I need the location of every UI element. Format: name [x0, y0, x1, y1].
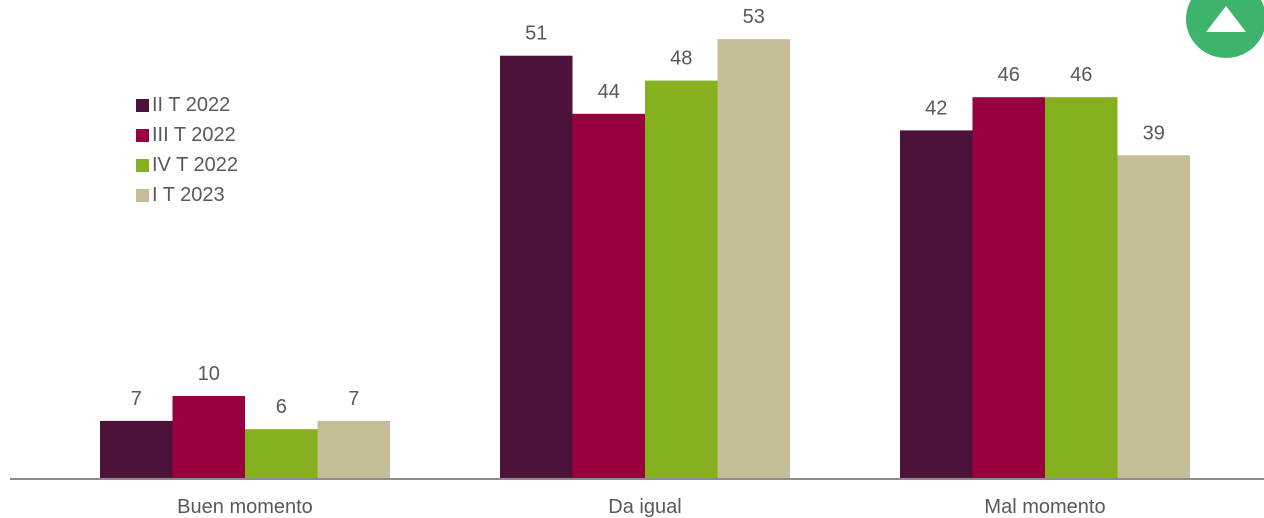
legend-swatch — [136, 188, 149, 202]
bar — [900, 130, 973, 479]
category-label: Buen momento — [177, 496, 313, 518]
bar — [1045, 97, 1118, 479]
legend-label: I T 2023 — [152, 184, 225, 206]
bar-value-label: 46 — [998, 64, 1020, 86]
up-triangle-icon — [1206, 6, 1246, 32]
bar-value-label: 6 — [276, 396, 287, 418]
legend-item: III T 2022 — [136, 120, 238, 150]
legend-label: III T 2022 — [152, 124, 236, 146]
bar — [972, 97, 1045, 479]
bar-value-label: 46 — [1070, 64, 1092, 86]
legend-swatch — [136, 128, 149, 142]
bar-value-label: 39 — [1143, 122, 1165, 144]
chart-legend: II T 2022 III T 2022 IV T 2022 I T 2023 — [136, 90, 238, 210]
bar — [500, 55, 573, 479]
legend-label: II T 2022 — [152, 94, 231, 116]
legend-swatch — [136, 158, 149, 172]
bar — [100, 420, 173, 479]
bar — [645, 80, 718, 479]
bar-value-label: 10 — [198, 363, 220, 385]
category-label: Mal momento — [984, 496, 1105, 518]
bar-value-label: 53 — [743, 6, 765, 28]
legend-label: IV T 2022 — [152, 154, 238, 176]
value-labels-group: 7 10 6 7 51 44 48 53 42 46 46 39 — [131, 6, 1165, 418]
category-labels-group: Buen momento Da igual Mal momento — [177, 496, 1105, 518]
bar — [317, 420, 390, 479]
bar-value-label: 51 — [525, 23, 547, 45]
bar — [172, 396, 245, 479]
bars-group — [100, 39, 1190, 480]
bar-value-label: 7 — [131, 388, 142, 410]
bar-value-label: 42 — [925, 97, 947, 119]
bar — [717, 39, 790, 479]
up-triangle-badge — [1186, 0, 1264, 58]
bar — [245, 429, 318, 479]
bar-value-label: 48 — [670, 48, 692, 70]
bar — [572, 113, 645, 480]
bar-value-label: 44 — [598, 81, 620, 103]
bar — [1117, 155, 1190, 480]
category-label: Da igual — [608, 496, 681, 518]
legend-item: II T 2022 — [136, 90, 238, 120]
bar-value-label: 7 — [348, 388, 359, 410]
legend-swatch — [136, 98, 149, 112]
legend-item: I T 2023 — [136, 180, 238, 210]
legend-item: IV T 2022 — [136, 150, 238, 180]
